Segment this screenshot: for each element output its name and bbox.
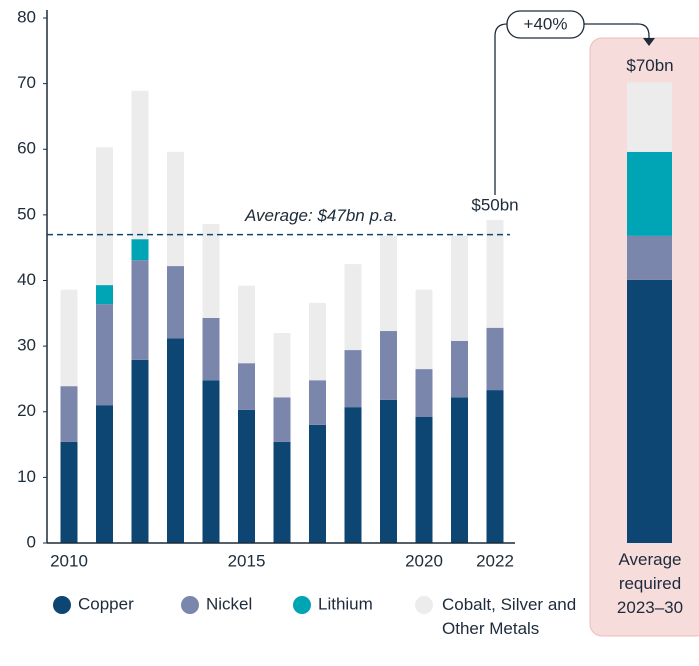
bar-segment bbox=[131, 239, 149, 261]
bar-segment bbox=[486, 220, 504, 328]
bar-label: $50bn bbox=[471, 196, 518, 215]
x-tick-label: 2015 bbox=[228, 551, 266, 570]
bar-segment bbox=[380, 235, 397, 332]
x-tick-label: Average required 2023–30 bbox=[616, 550, 684, 617]
bar-segment bbox=[238, 363, 255, 410]
bar-segment bbox=[486, 327, 504, 391]
bar-segment bbox=[238, 409, 255, 543]
y-tick-label: 40 bbox=[17, 270, 36, 289]
bar-segment bbox=[202, 380, 220, 543]
bar-segment bbox=[202, 224, 220, 318]
bar-segment bbox=[167, 151, 184, 267]
bar-segment bbox=[627, 82, 672, 152]
bar-segment bbox=[273, 397, 291, 442]
bar-segment bbox=[60, 441, 78, 543]
bar-segment bbox=[60, 386, 78, 442]
legend-label: Cobalt, Silver and Other Metals bbox=[442, 595, 577, 638]
legend-label: Copper bbox=[78, 594, 134, 613]
arrow bbox=[494, 23, 650, 195]
bar-segment bbox=[451, 340, 468, 398]
bar-segment bbox=[415, 417, 433, 543]
bar-segment bbox=[60, 289, 78, 387]
bar-segment bbox=[380, 331, 397, 400]
change-pill bbox=[506, 10, 585, 39]
bar-segment bbox=[344, 350, 362, 408]
bar-segment bbox=[131, 90, 149, 240]
bar-segment bbox=[415, 289, 433, 370]
bar-segment bbox=[309, 302, 326, 381]
bar-segment bbox=[344, 407, 362, 543]
bar-segment bbox=[309, 380, 326, 425]
y-tick-label: 0 bbox=[27, 532, 36, 551]
bar-segment bbox=[486, 390, 504, 543]
bar-segment bbox=[627, 235, 672, 280]
legend-swatch bbox=[415, 596, 433, 614]
arrow-head bbox=[643, 38, 655, 46]
bar-segment bbox=[96, 147, 113, 286]
y-tick-label: 30 bbox=[17, 336, 36, 355]
bar-segment bbox=[131, 359, 149, 543]
bar-segment bbox=[131, 260, 149, 360]
change-label: +40% bbox=[524, 14, 568, 33]
x-tick-label: 2020 bbox=[405, 551, 443, 570]
bar-segment bbox=[238, 285, 255, 364]
y-tick-label: 80 bbox=[17, 7, 36, 26]
y-tick-label: 50 bbox=[17, 204, 36, 223]
bar-segment bbox=[96, 405, 113, 543]
bar-segment bbox=[627, 279, 672, 543]
average-label: Average: $47bn p.a. bbox=[244, 206, 398, 225]
legend-label: Nickel bbox=[206, 594, 252, 613]
bar-segment bbox=[451, 235, 468, 341]
bar-segment bbox=[309, 424, 326, 543]
y-tick-label: 10 bbox=[17, 467, 36, 486]
bar-segment bbox=[167, 266, 184, 339]
bar-segment bbox=[380, 399, 397, 543]
bar-segment bbox=[273, 333, 291, 398]
x-tick-label: 2010 bbox=[50, 551, 88, 570]
y-tick-label: 60 bbox=[17, 139, 36, 158]
total-label: $70bn bbox=[626, 56, 673, 75]
bar-segment bbox=[273, 441, 291, 543]
x-tick-label: 2022 bbox=[476, 551, 514, 570]
bar-segment bbox=[96, 304, 113, 406]
legend-swatch bbox=[181, 596, 199, 614]
bar-segment bbox=[96, 285, 113, 305]
bar-segment bbox=[167, 338, 184, 543]
bar-segment bbox=[202, 317, 220, 381]
y-tick-label: 70 bbox=[17, 73, 36, 92]
bar-segment bbox=[451, 397, 468, 543]
legend-swatch bbox=[293, 596, 311, 614]
bar-segment bbox=[627, 151, 672, 236]
y-tick-label: 20 bbox=[17, 401, 36, 420]
legend-label: Lithium bbox=[318, 594, 373, 613]
legend-swatch bbox=[53, 596, 71, 614]
bar-segment bbox=[415, 369, 433, 417]
bar-segment bbox=[344, 264, 362, 351]
